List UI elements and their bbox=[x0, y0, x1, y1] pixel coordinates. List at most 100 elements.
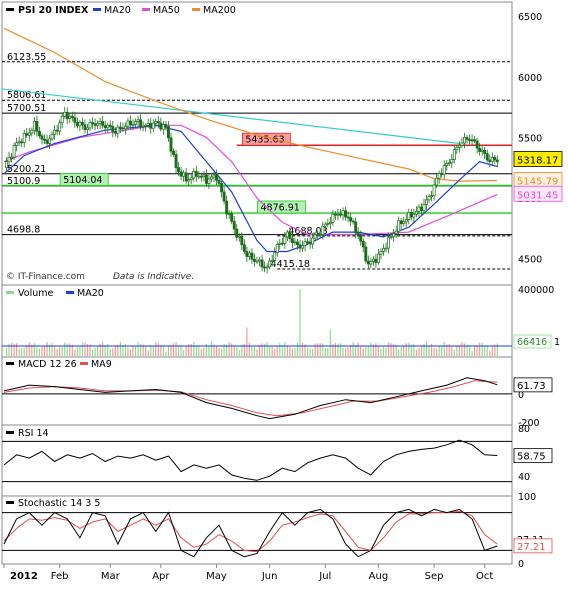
level-label: 5700.51 bbox=[7, 103, 46, 114]
candle-body bbox=[301, 245, 304, 249]
candle-body bbox=[359, 234, 363, 242]
last-value-label: 5145.79 bbox=[517, 176, 558, 187]
candle-body bbox=[22, 133, 26, 143]
x-tick-label: Sep bbox=[425, 571, 444, 582]
volume-last-extra: 1 bbox=[554, 337, 560, 348]
rsi-legend: RSI 14 bbox=[6, 428, 49, 439]
x-tick-label: May bbox=[206, 571, 227, 582]
candle-body bbox=[242, 244, 246, 252]
candle-body bbox=[156, 121, 160, 124]
candle-body bbox=[15, 142, 19, 146]
candle-body bbox=[91, 122, 94, 125]
candle-body bbox=[202, 174, 206, 178]
candle-body bbox=[240, 235, 244, 246]
candle-body bbox=[103, 125, 107, 129]
candle-body bbox=[318, 234, 322, 236]
candle-body bbox=[313, 234, 317, 239]
candle-body bbox=[488, 159, 492, 162]
candle-body bbox=[450, 159, 454, 164]
level-label: 5100.9 bbox=[7, 176, 40, 187]
candle-body bbox=[409, 211, 413, 218]
legend-swatch-ma20 bbox=[93, 8, 101, 11]
candle-body bbox=[217, 179, 221, 184]
candle-body bbox=[139, 119, 143, 128]
price-legend: PSI 20 INDEX MA20 MA50 MA200 bbox=[6, 5, 236, 16]
candle-body bbox=[430, 195, 434, 198]
candle-body bbox=[258, 259, 261, 262]
panel-rsi bbox=[1, 424, 513, 497]
candle-body bbox=[30, 129, 34, 134]
x-tick-label: Apr bbox=[152, 571, 170, 582]
candle-body bbox=[369, 261, 373, 265]
candle-body bbox=[361, 240, 365, 248]
candle-body bbox=[184, 172, 188, 182]
candle-body bbox=[215, 174, 218, 181]
candle-body bbox=[177, 167, 181, 173]
last-value-box bbox=[513, 151, 563, 167]
macd-layer: 0 -200 61.73 bbox=[2, 377, 553, 429]
ma200-line bbox=[3, 27, 498, 182]
candle-body bbox=[151, 122, 155, 129]
candle-body bbox=[473, 139, 477, 142]
candle-body bbox=[399, 220, 403, 225]
candle-body bbox=[108, 124, 112, 127]
candle-body bbox=[366, 260, 370, 265]
legend-swatch-vol-ma20 bbox=[66, 291, 74, 294]
candle-body bbox=[260, 259, 264, 268]
candle-body bbox=[384, 247, 388, 250]
candle-body bbox=[106, 124, 110, 129]
candle-body bbox=[247, 252, 251, 257]
candle-body bbox=[101, 121, 105, 126]
candle-body bbox=[40, 135, 44, 140]
stoch-legend: Stochastic 14 3 5 bbox=[6, 498, 100, 509]
rsi-layer: 80 40 58.75 bbox=[2, 424, 553, 483]
candle-body bbox=[382, 247, 385, 252]
candle-body bbox=[222, 191, 226, 202]
candle-body bbox=[37, 131, 41, 137]
candle-body bbox=[333, 213, 337, 216]
legend-swatch-ma50 bbox=[142, 8, 150, 11]
candle-body bbox=[111, 126, 115, 132]
copyright-text: © IT-Finance.com bbox=[6, 272, 85, 282]
chart-title: PSI 20 INDEX bbox=[18, 5, 89, 16]
candle-body bbox=[351, 220, 355, 223]
macd-legend: MACD 12 26 MA9 bbox=[6, 359, 112, 370]
candle-body bbox=[123, 125, 127, 130]
candle-body bbox=[463, 137, 466, 144]
candle-body bbox=[45, 139, 49, 144]
x-tick-label: Jul bbox=[318, 571, 331, 582]
candle-body bbox=[88, 122, 92, 129]
price-y-tick: 6500 bbox=[518, 12, 542, 23]
candle-body bbox=[273, 252, 277, 261]
candle-body bbox=[192, 170, 196, 179]
legend-ma20: MA20 bbox=[104, 5, 131, 16]
rsi-y-tick: 40 bbox=[518, 472, 530, 483]
stoch-y-tick: 0 bbox=[518, 559, 524, 570]
legend-swatch-macd bbox=[6, 362, 14, 365]
candle-body bbox=[306, 241, 310, 244]
candle-body bbox=[141, 125, 145, 128]
legend-swatch-ma9 bbox=[80, 362, 88, 365]
candle-body bbox=[316, 234, 320, 236]
candle-body bbox=[159, 122, 163, 130]
candle-body bbox=[452, 149, 456, 160]
candle-body bbox=[326, 223, 330, 225]
candle-body bbox=[172, 150, 175, 155]
candle-body bbox=[134, 121, 138, 125]
macd-line bbox=[3, 377, 498, 420]
candle-body bbox=[470, 139, 474, 142]
candle-body bbox=[167, 126, 170, 139]
level-label: 5806.61 bbox=[7, 90, 46, 101]
panel-macd bbox=[1, 356, 513, 426]
legend-swatch-ma200 bbox=[192, 8, 200, 11]
candle-body bbox=[290, 238, 294, 244]
candle-body bbox=[161, 124, 165, 130]
x-tick-label: Oct bbox=[476, 571, 493, 582]
candle-body bbox=[402, 221, 406, 225]
last-value-label: 5318.17 bbox=[517, 155, 558, 166]
candle-body bbox=[212, 174, 216, 178]
candle-body bbox=[7, 156, 11, 163]
price-y-tick: 5500 bbox=[518, 133, 542, 144]
stoch-y-tick: 100 bbox=[518, 492, 536, 503]
